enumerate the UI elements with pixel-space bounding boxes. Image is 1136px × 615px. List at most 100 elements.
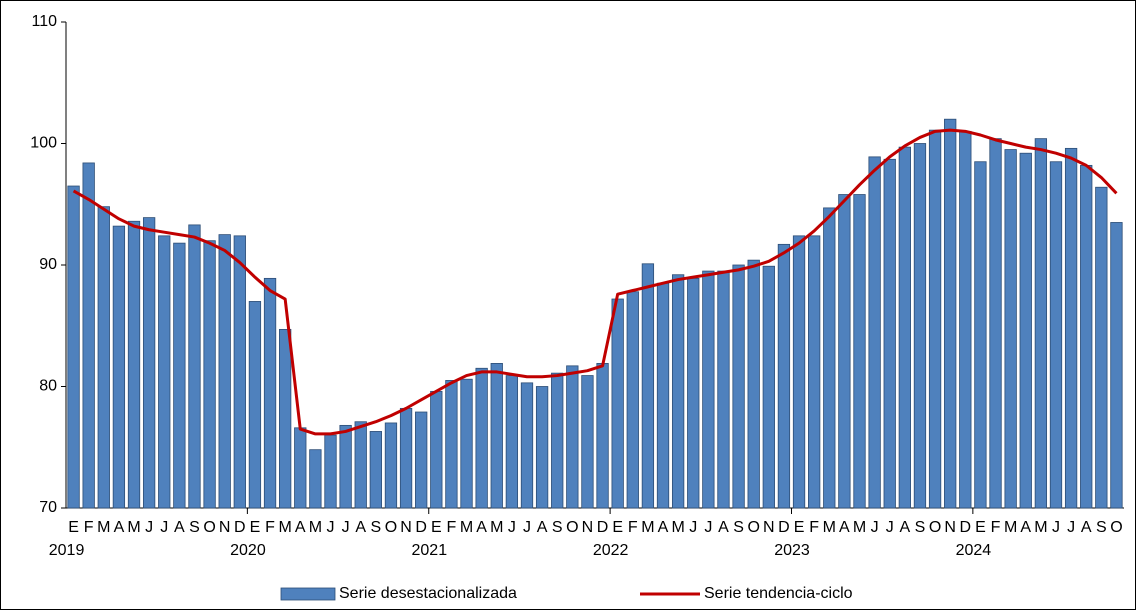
x-tick-label: N (219, 519, 231, 536)
year-label: 2021 (412, 542, 448, 559)
bar (596, 363, 609, 509)
x-tick-label: J (886, 519, 894, 536)
bar (944, 118, 957, 509)
bar (641, 263, 655, 509)
bar (188, 224, 201, 509)
bar (883, 158, 896, 509)
bar (626, 291, 639, 509)
x-tick-label: J (1067, 519, 1075, 536)
x-tick-label: D (234, 519, 246, 536)
x-tick-label: D (415, 519, 427, 536)
x-tick-label: J (327, 519, 335, 536)
bar (702, 270, 715, 509)
legend-swatch (280, 587, 336, 601)
bar (309, 449, 322, 509)
x-tick-label: F (447, 519, 457, 536)
y-tick-label: 70 (39, 499, 57, 516)
year-label: 2022 (593, 542, 629, 559)
bar (67, 185, 80, 509)
bar (97, 206, 110, 509)
x-tick-label: D (960, 519, 972, 536)
x-tick-label: D (778, 519, 790, 536)
bar (233, 235, 246, 509)
bar (324, 434, 337, 509)
bar (294, 427, 307, 509)
x-tick-label: M (97, 519, 110, 536)
bar (762, 265, 775, 509)
x-tick-label: O (385, 519, 397, 536)
bar (112, 225, 126, 509)
bar (898, 146, 911, 509)
y-tick-label: 90 (39, 256, 57, 273)
x-tick-label: F (628, 519, 638, 536)
bar (445, 380, 458, 509)
bar (1110, 222, 1123, 509)
y-tick-label: 100 (30, 135, 57, 152)
year-label: 2024 (956, 542, 992, 559)
bar (520, 382, 534, 509)
x-tick-label: E (975, 519, 986, 536)
bar (430, 390, 443, 509)
x-tick-label: M (460, 519, 473, 536)
bar (369, 431, 382, 509)
bar (777, 243, 791, 509)
x-tick-label: F (84, 519, 94, 536)
trend-line (72, 128, 1118, 436)
x-tick-label: M (671, 519, 684, 536)
x-tick-label: O (929, 519, 941, 536)
x-tick-label: A (537, 519, 548, 536)
x-tick-label: J (523, 519, 531, 536)
x-tick-label: E (68, 519, 79, 536)
x-tick-label: J (160, 519, 168, 536)
x-tick-label: S (1096, 519, 1107, 536)
x-tick-label: J (145, 519, 153, 536)
x-tick-label: E (794, 519, 805, 536)
bar (808, 235, 821, 509)
x-tick-label: M (278, 519, 291, 536)
bar (203, 240, 216, 509)
x-tick-label: N (400, 519, 412, 536)
bar (1034, 138, 1048, 509)
x-tick-label: M (1034, 519, 1047, 536)
bar (505, 375, 519, 509)
bar (913, 143, 927, 509)
bar (974, 161, 987, 509)
x-tick-label: D (597, 519, 609, 536)
bar (384, 422, 398, 509)
bar (279, 328, 292, 509)
bar (868, 156, 881, 509)
x-tick-label: A (900, 519, 911, 536)
x-tick-label: M (823, 519, 836, 536)
bar (838, 194, 851, 509)
bar (1049, 161, 1063, 509)
bar (127, 220, 141, 509)
year-label: 2020 (230, 542, 266, 559)
x-tick-label: A (839, 519, 850, 536)
bar (475, 367, 488, 509)
x-tick-label: A (1020, 519, 1031, 536)
x-tick-label: A (114, 519, 125, 536)
x-tick-label: A (658, 519, 669, 536)
legend-label: Serie desestacionalizada (339, 585, 517, 602)
x-tick-label: J (1052, 519, 1060, 536)
x-tick-label: J (342, 519, 350, 536)
x-tick-label: N (763, 519, 775, 536)
x-tick-label: M (641, 519, 654, 536)
bar (1064, 147, 1078, 509)
x-tick-label: F (809, 519, 819, 536)
y-tick-label: 110 (31, 13, 57, 30)
x-tick-label: E (250, 519, 261, 536)
legend-label: Serie tendencia-ciclo (704, 585, 853, 602)
x-tick-label: O (566, 519, 578, 536)
bar (354, 421, 367, 509)
x-tick-label: F (265, 519, 275, 536)
bar (747, 259, 760, 509)
x-tick-label: N (944, 519, 956, 536)
bar (263, 277, 277, 509)
bar (460, 378, 473, 509)
bar (218, 234, 231, 509)
x-tick-label: J (704, 519, 712, 536)
x-tick-label: S (733, 519, 744, 536)
bar (687, 277, 700, 509)
bar (732, 264, 745, 509)
